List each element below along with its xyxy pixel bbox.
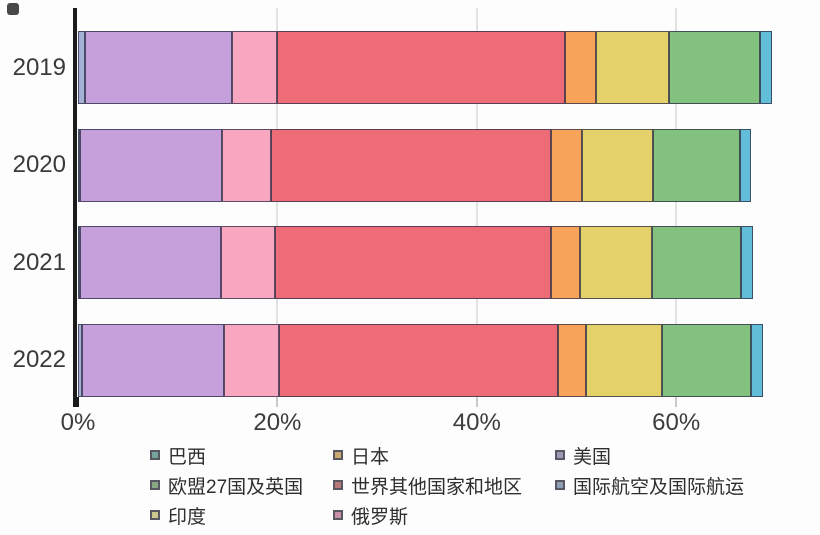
gridline xyxy=(276,8,279,399)
legend-label: 日本 xyxy=(351,446,390,468)
y-axis-label: 2021 xyxy=(12,248,66,276)
legend-label: 美国 xyxy=(573,446,612,468)
bar-segment xyxy=(739,128,751,202)
bar-segment xyxy=(80,226,221,299)
bar-segment xyxy=(78,128,80,202)
bar-segment xyxy=(220,226,276,299)
x-axis-tick xyxy=(675,397,678,407)
photo-artifact-mark xyxy=(7,3,19,15)
bar-segment xyxy=(550,128,583,202)
y-axis-label: 2022 xyxy=(12,346,66,373)
bar-row xyxy=(78,31,772,104)
bar-segment xyxy=(78,31,85,104)
legend-item: 欧盟27国及英国 xyxy=(150,474,304,498)
bar-segment xyxy=(759,31,772,104)
bar-segment xyxy=(223,323,280,397)
bar-segment xyxy=(78,226,80,299)
legend-item: 巴西 xyxy=(150,444,207,468)
bar-segment xyxy=(662,323,751,397)
x-axis-tick xyxy=(77,397,79,407)
bar-segment xyxy=(580,226,653,299)
y-axis-spine xyxy=(73,8,77,407)
legend-swatch xyxy=(150,480,160,490)
legend-swatch xyxy=(150,450,160,460)
x-axis-tick-label: 60% xyxy=(652,409,701,436)
x-axis-tick-label: 40% xyxy=(452,409,501,436)
legend-label: 世界其他国家和地区 xyxy=(351,476,523,498)
legend-label: 欧盟27国及英国 xyxy=(168,476,304,498)
bar-segment xyxy=(279,323,558,397)
x-axis-tick xyxy=(276,397,279,407)
bar-segment xyxy=(582,128,654,202)
bar-segment xyxy=(275,226,551,299)
legend-swatch xyxy=(333,510,343,520)
legend-label: 印度 xyxy=(168,506,207,528)
legend-item: 俄罗斯 xyxy=(333,504,409,528)
bar-segment xyxy=(80,128,222,202)
legend-item: 世界其他国家和地区 xyxy=(333,474,523,498)
y-axis-label: 2020 xyxy=(12,151,66,178)
x-axis-tick-label: 0% xyxy=(60,409,96,436)
legend-label: 巴西 xyxy=(168,446,207,468)
bar-segment xyxy=(564,31,597,104)
x-axis-tick xyxy=(475,397,478,407)
bar-segment xyxy=(221,128,272,202)
bar-segment xyxy=(84,31,232,104)
x-axis-tick-label: 20% xyxy=(253,409,302,436)
y-axis-label: 2019 xyxy=(12,53,66,81)
legend-item: 日本 xyxy=(333,444,390,468)
legend-swatch xyxy=(333,480,343,490)
legend-label: 国际航空及国际航运 xyxy=(573,476,745,498)
legend-swatch xyxy=(555,480,565,490)
bar-segment xyxy=(653,128,740,202)
bar-segment xyxy=(277,31,565,104)
bar-row xyxy=(78,128,751,202)
bar-segment xyxy=(231,31,278,104)
bar-segment xyxy=(596,31,670,104)
bar-segment xyxy=(557,323,587,397)
bar-segment xyxy=(81,323,224,397)
bar-segment xyxy=(78,323,82,397)
legend-item: 印度 xyxy=(150,504,207,528)
legend-swatch xyxy=(333,450,343,460)
bar-segment xyxy=(586,323,663,397)
bar-segment xyxy=(669,31,760,104)
bar-segment xyxy=(271,128,551,202)
bar-segment xyxy=(550,226,581,299)
gridline xyxy=(675,8,678,399)
bar-segment xyxy=(750,323,763,397)
legend-swatch xyxy=(555,450,565,460)
legend-item: 国际航空及国际航运 xyxy=(555,474,745,498)
bar-segment xyxy=(652,226,741,299)
legend-label: 俄罗斯 xyxy=(351,506,409,528)
bar-segment xyxy=(740,226,753,299)
bar-row xyxy=(78,323,763,397)
gridline xyxy=(475,8,478,399)
bar-row xyxy=(78,226,753,299)
legend-item: 美国 xyxy=(555,444,612,468)
legend-swatch xyxy=(150,510,160,520)
